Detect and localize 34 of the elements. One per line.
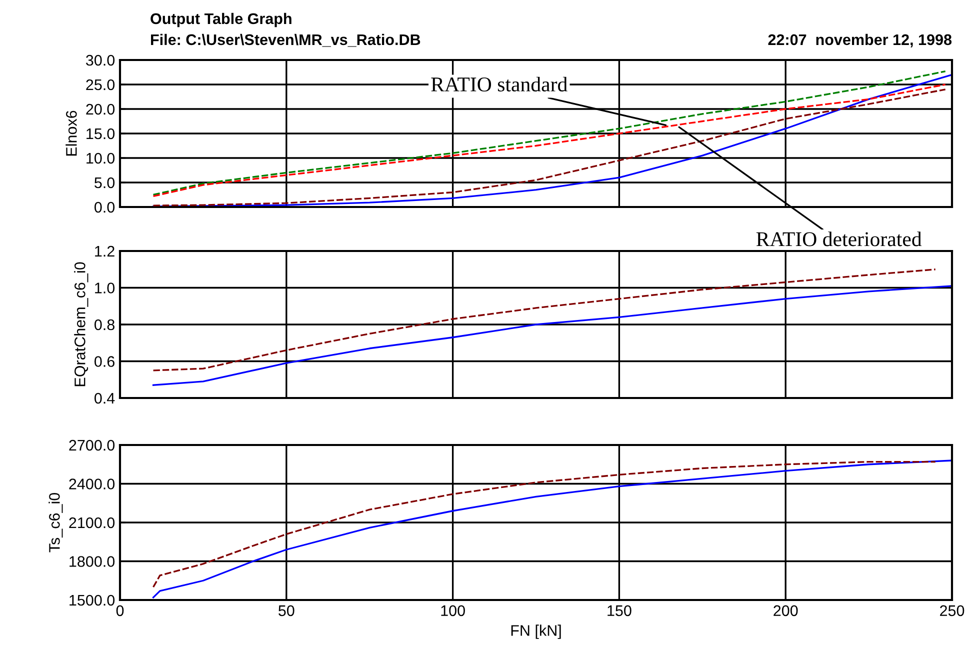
x-tick-label: 0: [116, 605, 124, 616]
y-tick-label: 20.0: [86, 104, 115, 115]
y-axis-title: Ts_c6_i0: [48, 492, 63, 552]
x-tick-label: 100: [441, 605, 465, 616]
text: 22:07 november 12, 1998: [768, 34, 952, 48]
y-tick-label: 0.6: [94, 356, 114, 367]
x-tick-label: 50: [278, 605, 294, 616]
chart-subtitle: File: C:\User\Steven\MR_vs_Ratio.DB: [151, 34, 420, 47]
y-tick-label: 1.2: [95, 246, 114, 257]
y-axis-title: Elnox6: [66, 110, 77, 156]
y-tick-label: 15.0: [86, 128, 115, 140]
line-series: [152, 285, 952, 386]
x-tick-label: 150: [608, 605, 632, 616]
y-tick-label: 0.8: [94, 319, 114, 330]
y-tick-label: 0.0: [94, 202, 115, 213]
y-tick-label: 1.0: [95, 282, 115, 294]
y-tick-label: 1500.0: [70, 594, 115, 606]
y-axis-title: EQratChem_c6_i0: [74, 262, 88, 386]
line-series: [152, 268, 936, 372]
x-axis-title: FN [kN]: [511, 624, 561, 639]
y-tick-label: 2100.0: [69, 517, 115, 528]
annotation: RATIO deteriorated: [756, 232, 922, 246]
y-tick-label: 2400.0: [69, 478, 115, 490]
chart-title: Output Table Graph: [150, 12, 292, 28]
y-tick-label: 30.0: [86, 54, 115, 66]
x-tick-label: 250: [940, 605, 964, 616]
y-tick-label: 1800.0: [70, 556, 115, 567]
annotation: RATIO standard: [431, 76, 568, 92]
y-tick-label: 25.0: [86, 79, 115, 90]
x-tick-label: 200: [774, 605, 798, 616]
y-tick-label: 5.0: [94, 177, 115, 188]
y-tick-label: 2700.0: [69, 440, 115, 451]
y-tick-label: 10.0: [86, 152, 115, 164]
y-tick-label: 0.4: [94, 392, 115, 404]
